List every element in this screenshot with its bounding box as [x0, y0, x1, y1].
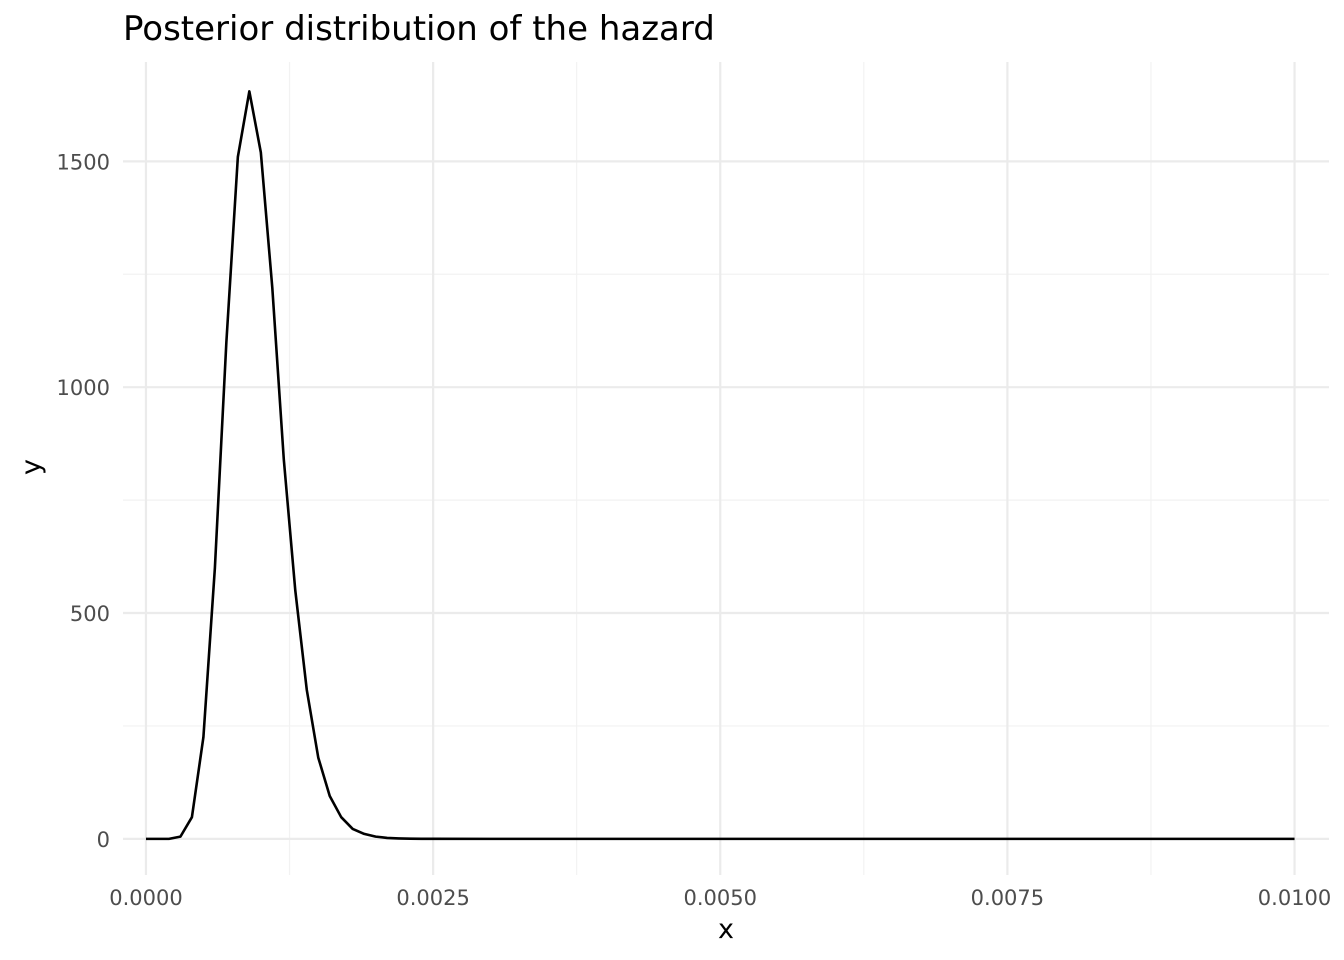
y-tick-label: 500	[70, 602, 110, 626]
x-tick-label: 0.0000	[109, 886, 182, 910]
series-layer	[145, 90, 1295, 841]
y-axis-tick-labels: 0 500 1000 1500	[57, 150, 110, 852]
y-tick-label: 1000	[57, 376, 110, 400]
x-tick-label: 0.0075	[971, 886, 1044, 910]
x-tick-label: 0.0100	[1258, 886, 1331, 910]
x-tick-label: 0.0025	[396, 886, 469, 910]
y-axis-title: y	[16, 459, 47, 475]
minor-gridlines	[123, 62, 1329, 875]
chart-title: Posterior distribution of the hazard	[123, 9, 715, 49]
major-gridlines	[123, 62, 1329, 875]
x-tick-label: 0.0050	[684, 886, 757, 910]
x-axis-title: x	[718, 914, 734, 945]
density-line	[145, 90, 1295, 841]
x-axis-tick-labels: 0.0000 0.0025 0.0050 0.0075 0.0100	[109, 886, 1331, 910]
y-tick-label: 1500	[57, 150, 110, 174]
y-tick-label: 0	[97, 828, 110, 852]
